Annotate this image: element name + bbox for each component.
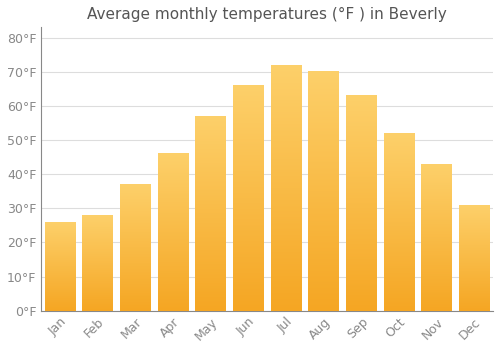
Title: Average monthly temperatures (°F ) in Beverly: Average monthly temperatures (°F ) in Be…: [88, 7, 447, 22]
